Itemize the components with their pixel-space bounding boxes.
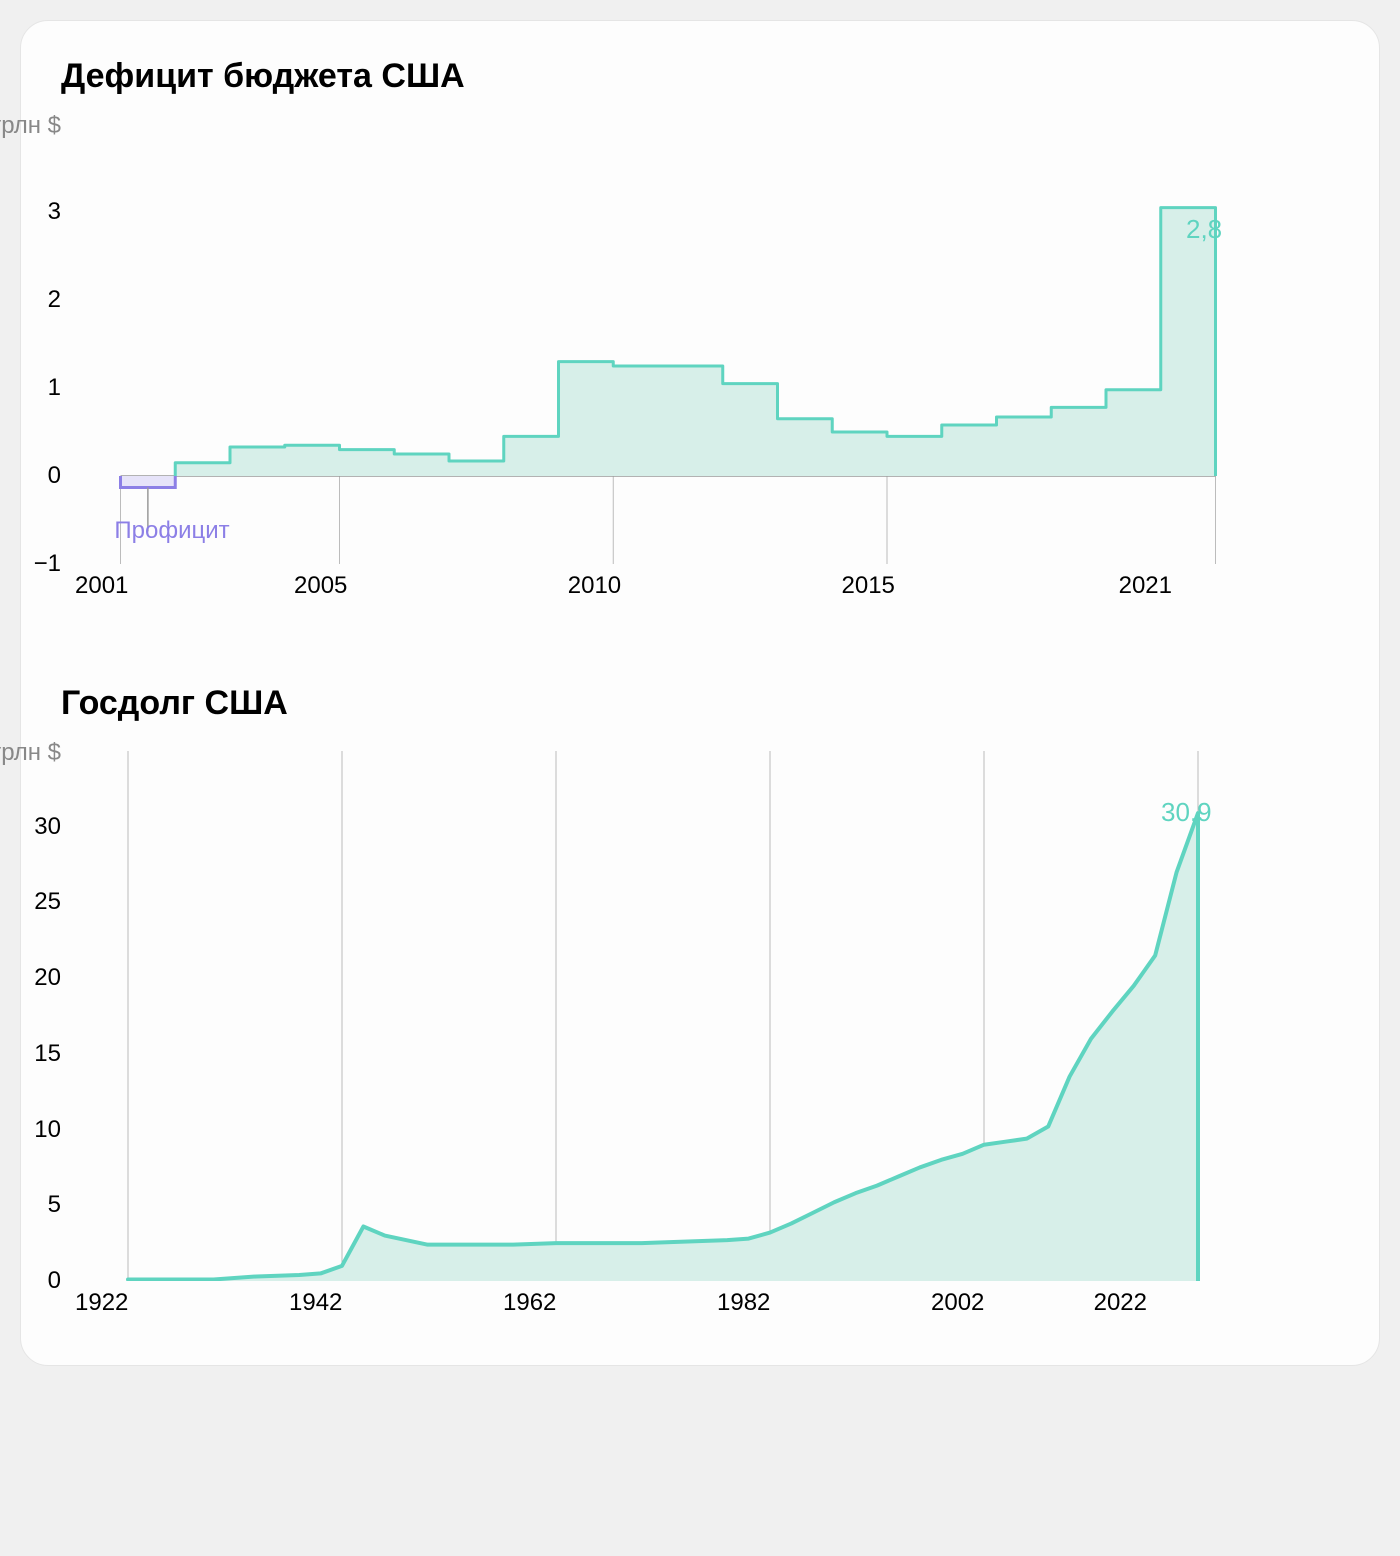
chart1-y-axis: 4 трлн $3210−1 — [61, 124, 77, 564]
x-tick-label: 2015 — [842, 572, 895, 600]
y-tick-label: 3 — [48, 198, 61, 226]
x-tick-label: 2010 — [568, 572, 621, 600]
debt-chart: Госдолг США 35 трлн $302520151050 30,9 1… — [61, 684, 1349, 1325]
y-axis-unit: 4 трлн $ — [0, 112, 61, 140]
chart1-plot: 2,8 Профицит 2001 2005 2010 2015 2021 — [77, 124, 1349, 608]
x-tick-label: 1982 — [717, 1289, 770, 1317]
charts-card: Дефицит бюджета США 4 трлн $3210−1 2,8 П… — [20, 20, 1380, 1366]
y-tick-label: 2 — [48, 286, 61, 314]
x-tick-label: 2002 — [931, 1289, 984, 1317]
deficit-chart: Дефицит бюджета США 4 трлн $3210−1 2,8 П… — [61, 57, 1349, 608]
y-tick-label: 1 — [48, 374, 61, 402]
x-tick-label: 2022 — [1094, 1289, 1147, 1317]
x-tick-label: 2001 — [75, 572, 128, 600]
x-tick-label: 1942 — [289, 1289, 342, 1317]
x-tick-label: 1962 — [503, 1289, 556, 1317]
chart2-x-axis: 1922 1942 1962 1982 2002 2022 — [77, 1289, 1147, 1325]
x-tick-label: 2005 — [294, 572, 347, 600]
y-tick-label: 10 — [34, 1116, 61, 1144]
y-tick-label: 5 — [48, 1191, 61, 1219]
y-tick-label: 30 — [34, 813, 61, 841]
y-tick-label: 0 — [48, 462, 61, 490]
chart1-x-axis: 2001 2005 2010 2015 2021 — [77, 572, 1172, 608]
chart1-end-label: 2,8 — [1186, 214, 1222, 245]
chart2-plot: 30,9 1922 1942 1962 1982 2002 2022 — [77, 751, 1349, 1325]
chart2-end-label: 30,9 — [1161, 797, 1212, 828]
chart2-svg — [77, 751, 1349, 1281]
y-tick-label: 25 — [34, 888, 61, 916]
y-tick-label: −1 — [34, 550, 61, 578]
y-tick-label: 20 — [34, 964, 61, 992]
x-tick-label: 2021 — [1119, 572, 1172, 600]
chart1-title: Дефицит бюджета США — [61, 57, 1349, 96]
chart2-title: Госдолг США — [61, 684, 1349, 723]
y-tick-label: 15 — [34, 1040, 61, 1068]
y-tick-label: 0 — [48, 1267, 61, 1295]
x-tick-label: 1922 — [75, 1289, 128, 1317]
y-axis-unit: 35 трлн $ — [0, 739, 61, 767]
chart2-y-axis: 35 трлн $302520151050 — [61, 751, 77, 1281]
surplus-label: Профицит — [114, 517, 229, 545]
chart1-svg — [77, 124, 1349, 564]
